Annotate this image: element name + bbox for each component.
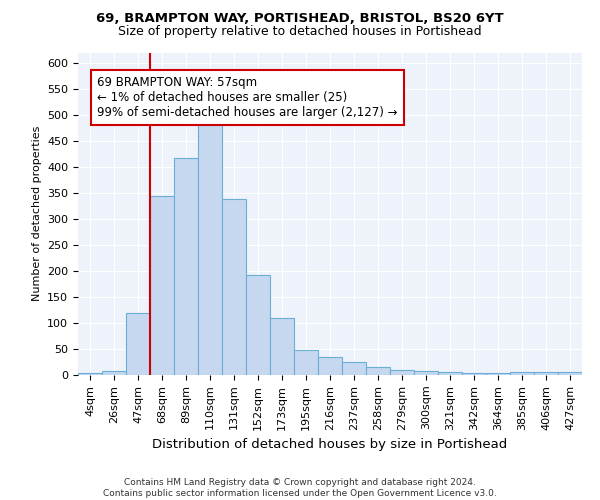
Bar bbox=[222, 199, 246, 375]
Bar bbox=[390, 370, 414, 375]
Text: 69, BRAMPTON WAY, PORTISHEAD, BRISTOL, BS20 6YT: 69, BRAMPTON WAY, PORTISHEAD, BRISTOL, B… bbox=[96, 12, 504, 26]
Bar bbox=[318, 357, 342, 375]
Bar bbox=[174, 158, 198, 375]
X-axis label: Distribution of detached houses by size in Portishead: Distribution of detached houses by size … bbox=[152, 438, 508, 451]
Bar bbox=[534, 372, 558, 375]
Text: 69 BRAMPTON WAY: 57sqm
← 1% of detached houses are smaller (25)
99% of semi-deta: 69 BRAMPTON WAY: 57sqm ← 1% of detached … bbox=[97, 76, 398, 119]
Bar bbox=[246, 275, 270, 375]
Bar bbox=[342, 362, 366, 375]
Bar bbox=[150, 196, 174, 375]
Bar bbox=[366, 367, 390, 375]
Bar bbox=[558, 372, 582, 375]
Bar bbox=[294, 350, 318, 375]
Text: Contains HM Land Registry data © Crown copyright and database right 2024.
Contai: Contains HM Land Registry data © Crown c… bbox=[103, 478, 497, 498]
Bar bbox=[126, 312, 150, 375]
Text: Size of property relative to detached houses in Portishead: Size of property relative to detached ho… bbox=[118, 25, 482, 38]
Bar bbox=[78, 373, 102, 375]
Bar bbox=[414, 372, 438, 375]
Y-axis label: Number of detached properties: Number of detached properties bbox=[32, 126, 41, 302]
Bar bbox=[510, 372, 534, 375]
Bar bbox=[198, 121, 222, 375]
Bar bbox=[486, 374, 510, 375]
Bar bbox=[438, 372, 462, 375]
Bar bbox=[462, 373, 486, 375]
Bar bbox=[102, 372, 126, 375]
Bar bbox=[270, 318, 294, 375]
